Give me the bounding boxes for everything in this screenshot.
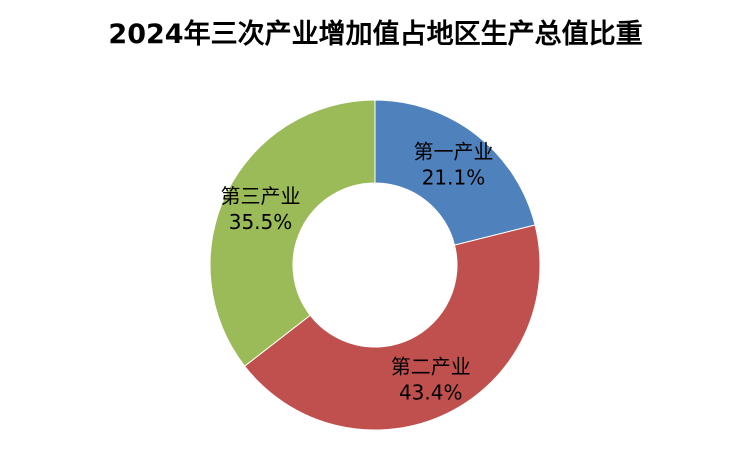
- slice-label-value-1: 21.1%: [422, 166, 486, 190]
- slice-label-value-3: 35.5%: [229, 210, 293, 234]
- slice-label-name-1: 第一产业: [413, 140, 493, 164]
- slice-label-name-2: 第二产业: [391, 355, 471, 379]
- chart-title: 2024年三次产业增加值占地区生产总值比重: [108, 19, 643, 50]
- donut-slice-2: [243, 224, 541, 431]
- donut-slices: [209, 99, 541, 431]
- slice-label-value-2: 43.4%: [399, 381, 463, 405]
- donut-slice-1: [374, 99, 536, 246]
- donut-slice-3: [209, 99, 376, 367]
- slice-label-name-3: 第三产业: [221, 184, 301, 208]
